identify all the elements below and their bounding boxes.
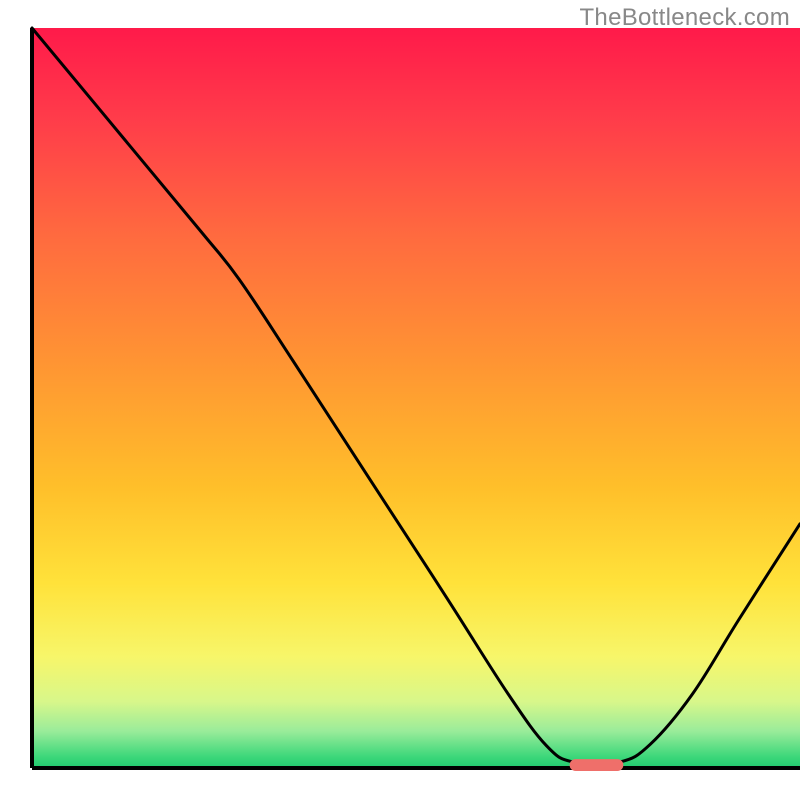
chart-svg bbox=[0, 0, 800, 800]
optimal-range-marker bbox=[570, 759, 624, 771]
plot-area bbox=[0, 0, 800, 800]
plot-background bbox=[32, 28, 800, 768]
chart-root: TheBottleneck.com bbox=[0, 0, 800, 800]
